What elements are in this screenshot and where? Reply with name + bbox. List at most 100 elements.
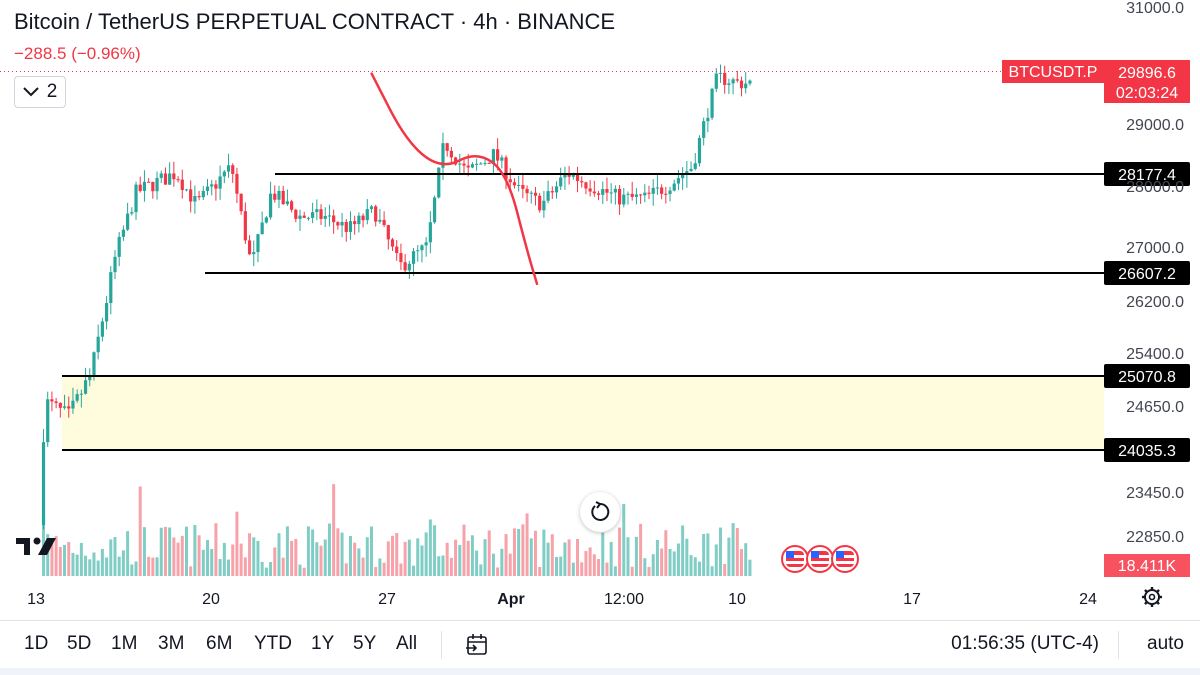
gear-icon[interactable]: [1142, 587, 1162, 607]
volume-bar: [126, 531, 130, 576]
time-tick-label: 17: [903, 591, 921, 608]
volume-bar: [252, 537, 256, 576]
volume-bar: [348, 535, 352, 576]
candle: [651, 179, 655, 206]
candle: [374, 204, 378, 227]
candle: [596, 190, 601, 201]
volume-bar: [273, 547, 277, 576]
price-tick-label: 28000.0: [1126, 179, 1184, 196]
candle: [630, 181, 634, 201]
candle: [403, 254, 407, 274]
horizontal-levels[interactable]: 28177.4 26607.2 25070.8 24035.3 BTCUSDT.P 298…: [0, 60, 1190, 462]
candle: [260, 211, 264, 235]
volume-bar: [508, 553, 512, 576]
auto-scale-button[interactable]: auto: [1147, 633, 1184, 654]
range-all-button[interactable]: All: [396, 633, 418, 654]
price-tick-label: 23450.0: [1126, 485, 1184, 502]
candle: [113, 250, 117, 280]
candle: [395, 239, 399, 261]
projected-path: [370, 72, 859, 573]
price-tick-label: 26200.0: [1126, 294, 1184, 311]
range-1m-button[interactable]: 1M: [111, 633, 138, 654]
volume-bar: [311, 529, 315, 576]
candle: [626, 191, 630, 205]
range-1y-button[interactable]: 1Y: [311, 633, 335, 654]
volume-bar: [491, 553, 495, 576]
volume-bar: [357, 548, 361, 576]
candle: [731, 77, 735, 95]
level-label-box: [1104, 438, 1190, 462]
us-flag-event-icon[interactable]: [781, 545, 809, 573]
volume-bar: [84, 555, 88, 576]
candle: [344, 219, 348, 242]
range-ytd-button[interactable]: YTD: [254, 633, 292, 654]
reset-chart-button[interactable]: [580, 492, 620, 532]
level-label: 25070.8: [1118, 369, 1176, 386]
candle: [205, 178, 210, 196]
goto-date-icon[interactable]: [464, 632, 490, 658]
price-axis[interactable]: 31000.0 29000.0 28000.0 27000.0 26200.0 25400…: [1104, 0, 1190, 577]
range-5d-button[interactable]: 5D: [67, 633, 92, 654]
candle: [100, 317, 104, 342]
candle: [54, 397, 58, 409]
price-chart[interactable]: 28177.4 26607.2 25070.8 24035.3 BTCUSDT.P 298…: [0, 0, 1200, 620]
range-5y-button[interactable]: 5Y: [353, 633, 377, 654]
volume-bar: [332, 484, 336, 576]
indicators-collapse-button[interactable]: 2: [14, 76, 66, 108]
candle: [479, 161, 483, 165]
volume-bar: [88, 559, 92, 576]
volume-tag-label: 18.411K: [1118, 558, 1177, 575]
candle: [327, 204, 332, 227]
volume-bar: [685, 538, 689, 576]
volume-bar: [298, 564, 302, 576]
candle: [723, 65, 727, 94]
candle: [655, 174, 660, 195]
volume-bar: [546, 542, 550, 576]
volume-bar: [609, 541, 613, 576]
candle: [458, 153, 462, 174]
candle: [369, 204, 374, 213]
candle: [83, 367, 88, 395]
volume-bar: [264, 567, 268, 576]
volume-bar: [668, 548, 672, 576]
candle: [302, 211, 306, 218]
timezone-clock[interactable]: 01:56:35 (UTC-4): [951, 633, 1099, 654]
volume-bar: [369, 526, 373, 576]
toolbar-divider: [441, 631, 442, 659]
range-6m-button[interactable]: 6M: [206, 633, 233, 654]
level-label: 28177.4: [1118, 167, 1176, 184]
volume-bar: [201, 549, 205, 576]
candle: [386, 224, 390, 250]
volume-bar: [391, 535, 395, 576]
range-3m-button[interactable]: 3M: [158, 633, 185, 654]
level-label-box: [1104, 162, 1190, 186]
range-1d-button[interactable]: 1D: [24, 633, 49, 654]
symbol-title: Bitcoin / TetherUS PERPETUAL CONTRACT · …: [14, 9, 616, 34]
volume-bar: [689, 555, 693, 576]
volume-bar: [54, 536, 58, 576]
us-flag-event-icon[interactable]: [831, 545, 859, 573]
volume-bar: [113, 536, 117, 576]
volume-bar: [740, 549, 744, 576]
volume-bar: [697, 561, 701, 576]
volume-tag: [1104, 554, 1190, 577]
volume-bar: [483, 539, 487, 576]
candle: [332, 209, 336, 234]
volume-bar: [58, 546, 62, 576]
volume-bar: [504, 534, 508, 576]
volume-bar: [378, 558, 382, 576]
volume-bar: [361, 557, 365, 576]
candle: [75, 389, 79, 403]
us-flag-event-icon[interactable]: [806, 545, 834, 573]
volume-bar: [269, 561, 273, 576]
volume-bar: [256, 540, 260, 576]
candle: [681, 167, 685, 190]
volume-bar: [218, 559, 222, 576]
time-tick-label: Apr: [497, 591, 525, 608]
candle: [735, 70, 739, 83]
volume-bar: [193, 525, 197, 576]
time-axis[interactable]: 13 20 27 Apr 12:00 10 17 24: [27, 587, 1162, 608]
volume-bar: [555, 556, 559, 576]
candle: [214, 180, 218, 201]
volume-bar: [100, 548, 104, 576]
